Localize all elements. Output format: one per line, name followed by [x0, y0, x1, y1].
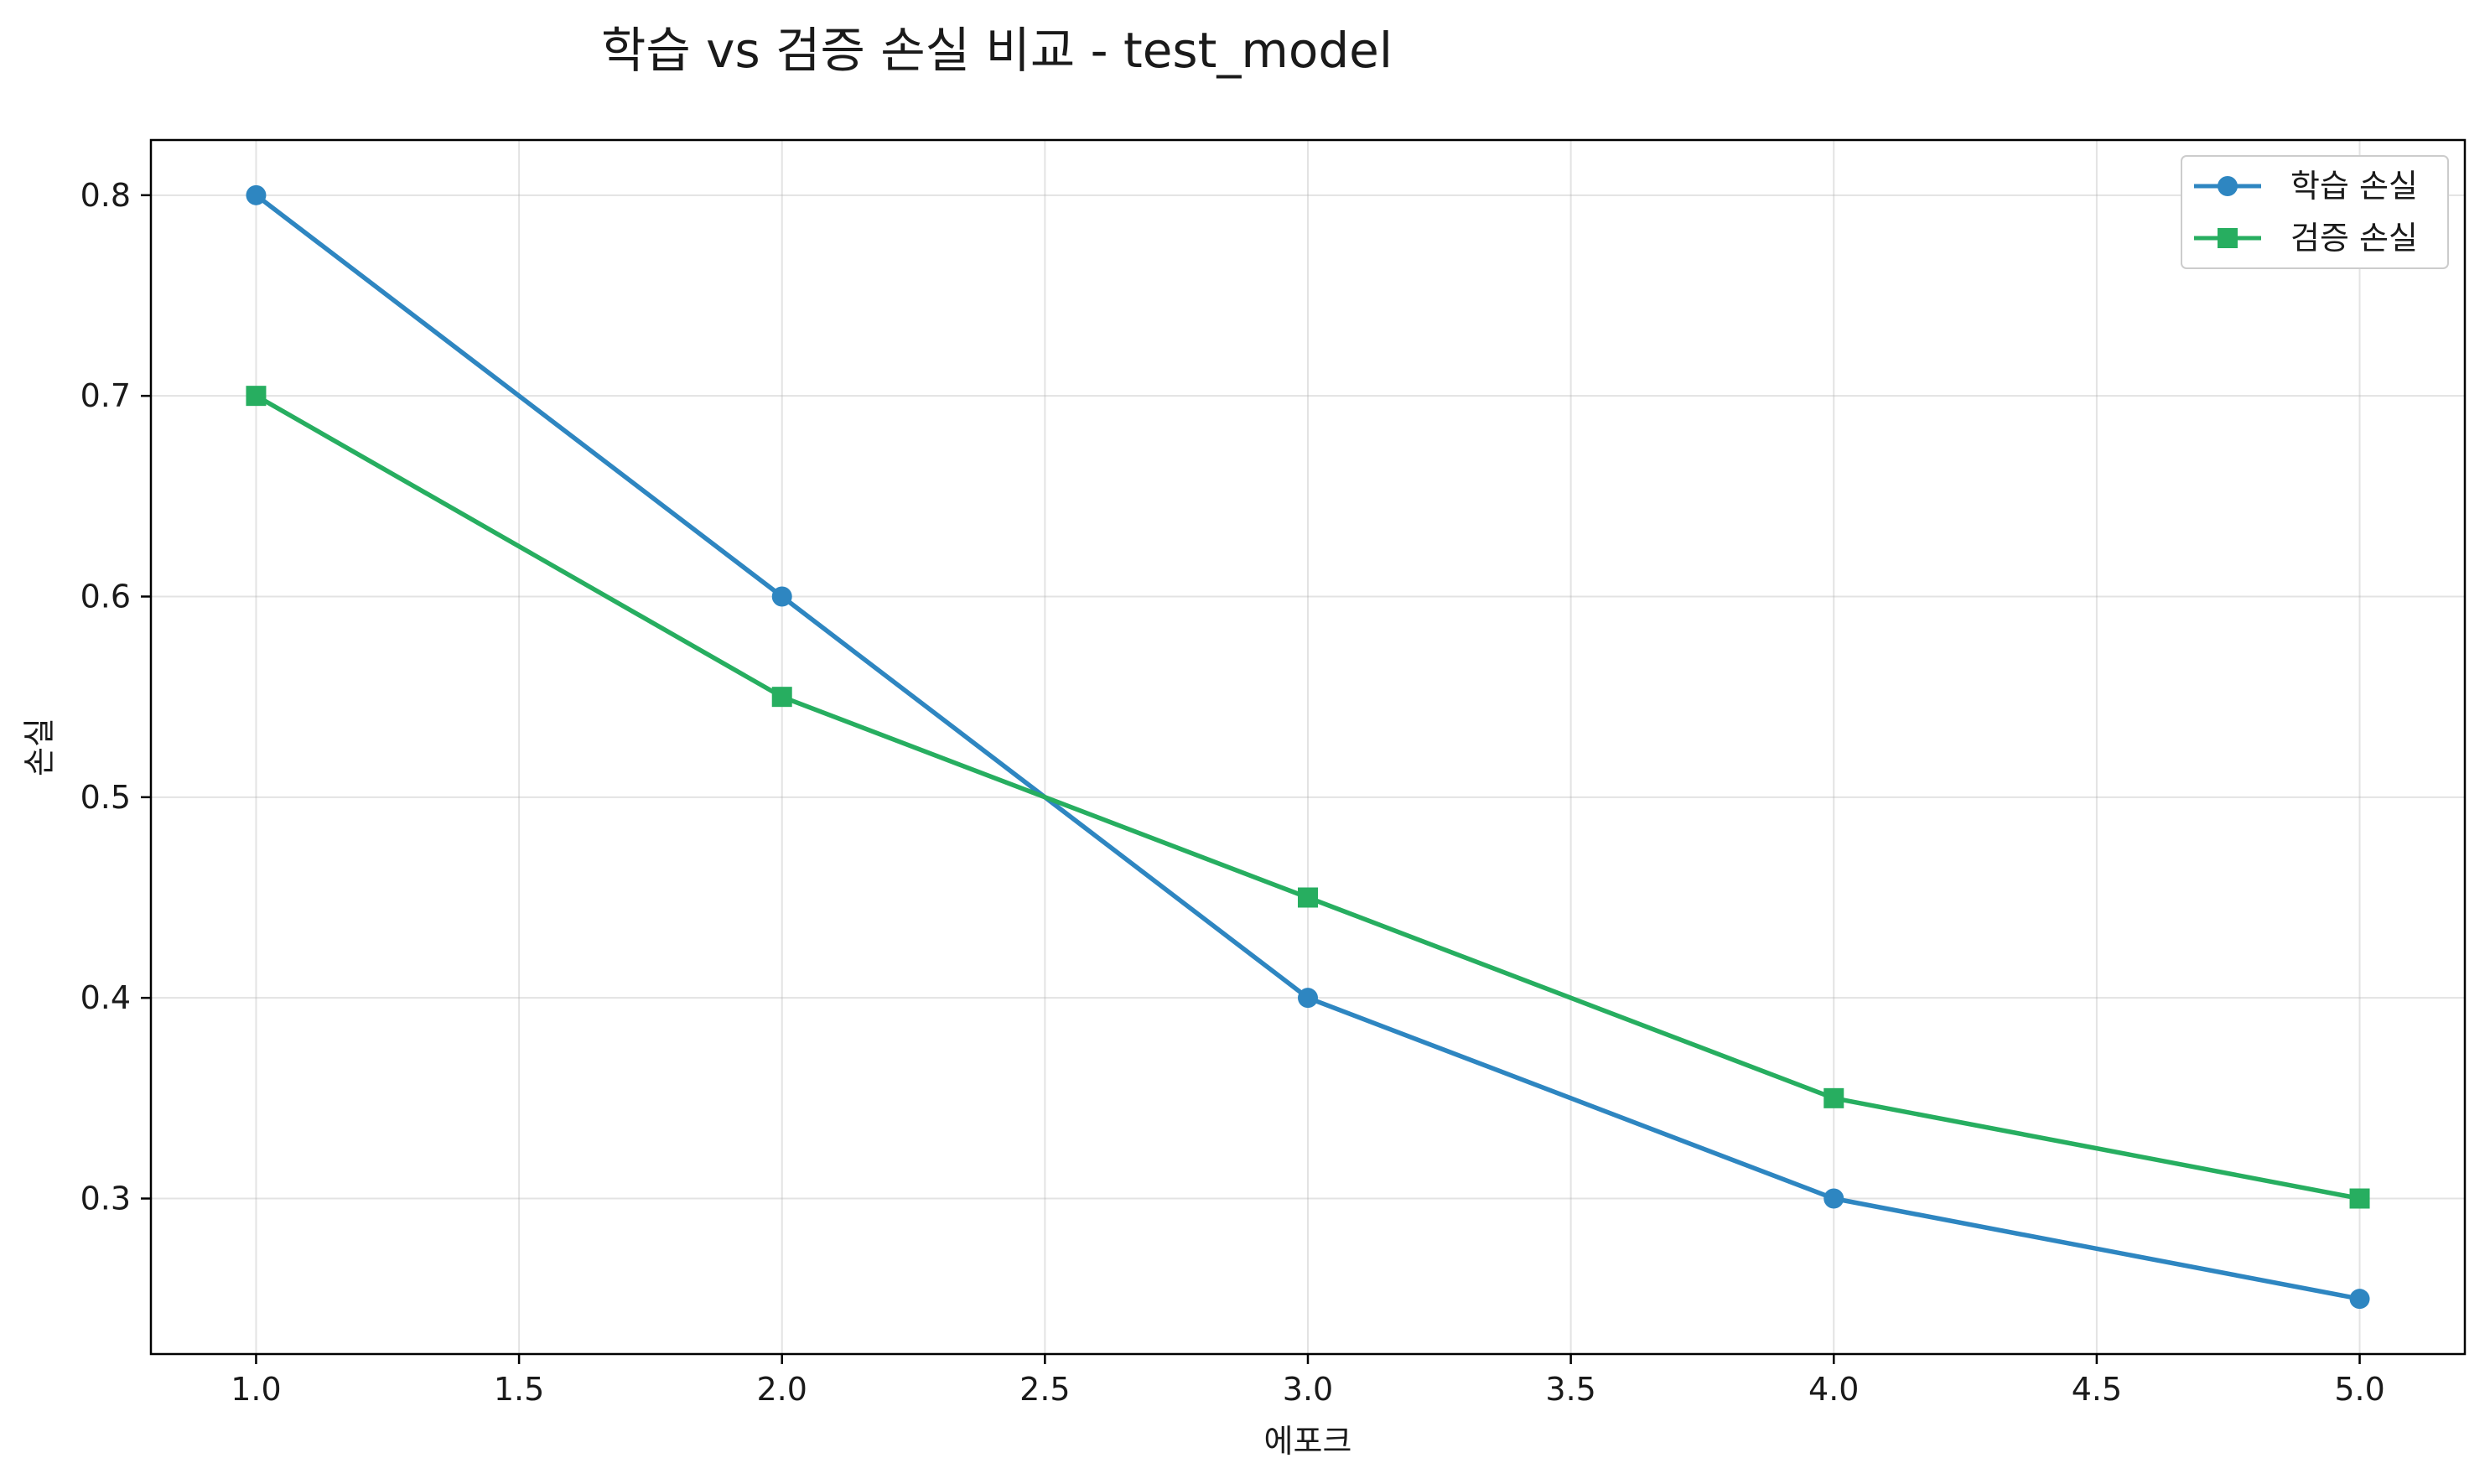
data-point-train-loss [2349, 1289, 2370, 1310]
x-axis-label: 에포크 [1264, 1423, 1352, 1460]
chart-title: 학습 vs 검증 손실 비교 - test_model [601, 22, 1393, 79]
y-tick-label: 0.8 [80, 177, 131, 214]
series-lines [246, 184, 2370, 1310]
legend-label-train-loss: 학습 손실 [2290, 168, 2418, 205]
data-point-val-loss [246, 386, 267, 407]
y-tick-label: 0.5 [80, 779, 131, 816]
data-point-val-loss [2349, 1188, 2370, 1209]
legend-label-val-loss: 검증 손실 [2290, 220, 2418, 257]
x-tick-label: 1.5 [494, 1371, 544, 1408]
x-tick-label: 4.5 [2072, 1371, 2122, 1408]
data-point-train-loss [1298, 988, 1318, 1009]
grid-lines [151, 140, 2465, 1354]
data-point-train-loss [1823, 1188, 1844, 1209]
axis-ticks: 1.0 1.5 2.0 2.5 3.0 3.5 4.0 4.5 5.0 0.3 0.4 0.5 0.6 0… [80, 177, 2385, 1408]
data-point-train-loss [771, 586, 792, 607]
data-point-val-loss [771, 687, 792, 708]
data-point-val-loss [1823, 1087, 1844, 1108]
x-tick-label: 3.0 [1283, 1371, 1333, 1408]
x-tick-label: 5.0 [2334, 1371, 2384, 1408]
y-tick-label: 0.6 [80, 578, 131, 615]
x-tick-label: 2.5 [1019, 1371, 1070, 1408]
y-axis-label: 손실 [21, 718, 58, 776]
x-tick-label: 4.0 [1808, 1371, 1859, 1408]
x-tick-label: 2.0 [757, 1371, 807, 1408]
legend-marker-val-loss [2218, 228, 2238, 248]
data-point-train-loss [246, 184, 267, 205]
y-tick-label: 0.4 [80, 979, 131, 1016]
legend-marker-train-loss [2218, 176, 2238, 196]
data-point-val-loss [1298, 887, 1318, 908]
x-tick-label: 1.0 [231, 1371, 281, 1408]
y-tick-label: 0.3 [80, 1180, 131, 1217]
x-tick-label: 3.5 [1545, 1371, 1595, 1408]
legend: 학습 손실 검증 손실 [2181, 155, 2449, 269]
y-tick-label: 0.7 [80, 377, 131, 414]
